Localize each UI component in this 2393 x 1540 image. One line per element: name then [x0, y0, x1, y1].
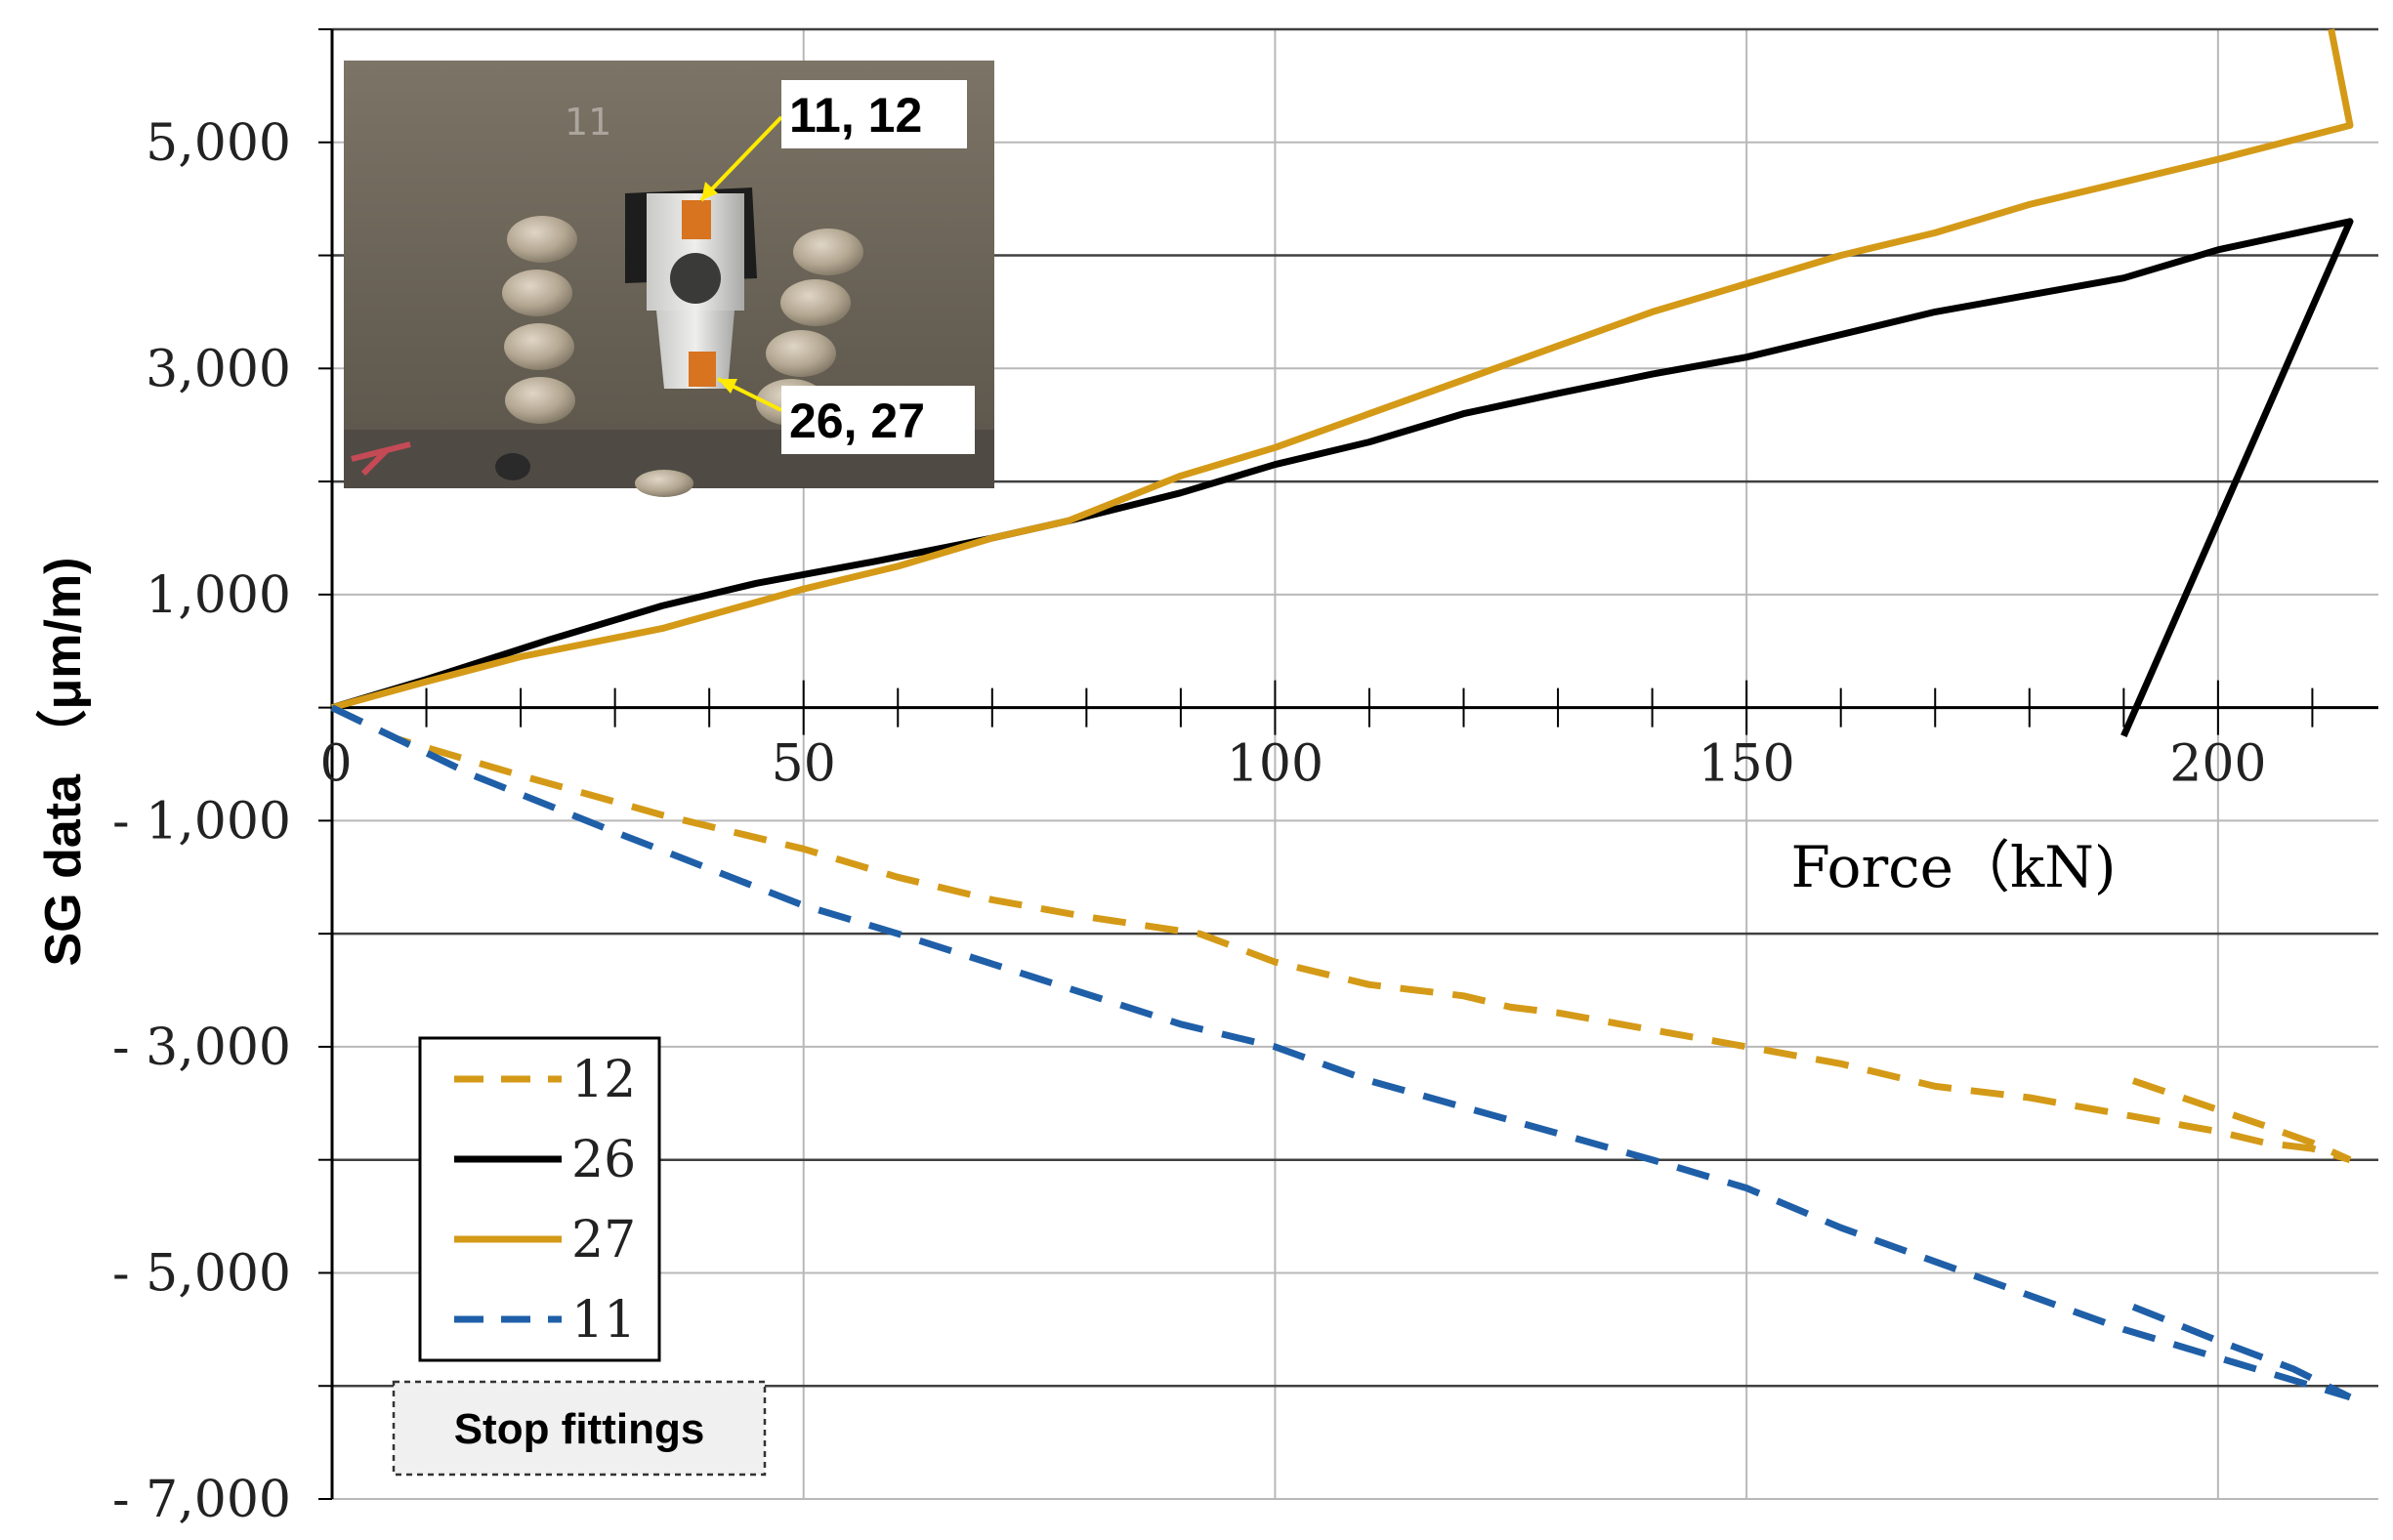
legend-label: 27 — [571, 1211, 636, 1269]
photo-label-bottom-text: 26, 27 — [789, 394, 925, 448]
y-axis-title: SG data （μm/m) — [35, 558, 92, 967]
x-tick-label: 100 — [1227, 735, 1323, 794]
photo-label-top: 11, 12 — [699, 80, 967, 202]
stop-fitting — [625, 187, 757, 389]
legend-box — [418, 1036, 661, 1362]
plate-marking: 11 — [565, 101, 611, 144]
y-tick-label: - 1,000 — [112, 792, 291, 851]
grid-lines — [332, 27, 2378, 1500]
strain-gauge-bottom — [689, 352, 716, 387]
legend-items: 12 26 27 11 — [454, 1051, 636, 1350]
series-line-26 — [330, 218, 2354, 738]
strain-gauge-photo: 11 11, 12 — [344, 61, 994, 497]
photo-label-top-text: 11, 12 — [789, 88, 922, 143]
legend-label: 26 — [571, 1131, 636, 1189]
series-line-11-unload — [2131, 1303, 2352, 1400]
strain-gauge-top — [682, 200, 711, 239]
axes — [318, 28, 2378, 1500]
photo-label-bottom: 26, 27 — [717, 377, 975, 454]
x-axis-title: Force（kN) — [1790, 834, 2116, 900]
x-tick-label: 0 — [319, 735, 352, 794]
bolt-small — [495, 453, 530, 480]
note-text: Stop fittings — [454, 1405, 705, 1453]
legend-label: 12 — [571, 1051, 636, 1109]
y-tick-label: 5,000 — [146, 114, 291, 173]
x-tick-labels: 0 50 100 150 200 — [319, 735, 2266, 794]
y-tick-label: 3,000 — [146, 340, 291, 398]
series-line-27 — [331, 28, 2354, 711]
x-tick-label: 200 — [2169, 735, 2266, 794]
legend-label: 11 — [571, 1291, 636, 1350]
red-marking — [351, 441, 411, 477]
x-tick-label: 50 — [772, 735, 836, 794]
x-tick-label: 150 — [1699, 735, 1795, 794]
data-series — [330, 28, 2354, 1401]
legend: 12 26 27 11 — [418, 1036, 661, 1362]
y-tick-label: - 3,000 — [112, 1019, 291, 1077]
bolt-column-left — [502, 216, 577, 424]
y-tick-label: 1,000 — [146, 566, 291, 625]
y-tick-label: - 5,000 — [112, 1244, 291, 1303]
y-tick-labels: 5,000 3,000 1,000 - 1,000 - 3,000 - 5,000 - 7,… — [112, 114, 291, 1529]
series-line-12 — [330, 704, 2352, 1164]
note-box — [392, 1380, 767, 1477]
y-tick-label: - 7,000 — [112, 1471, 291, 1529]
bolt-bottom — [635, 470, 693, 497]
stop-fittings-note: Stop fittings — [392, 1380, 767, 1477]
series-line-11 — [330, 704, 2352, 1401]
